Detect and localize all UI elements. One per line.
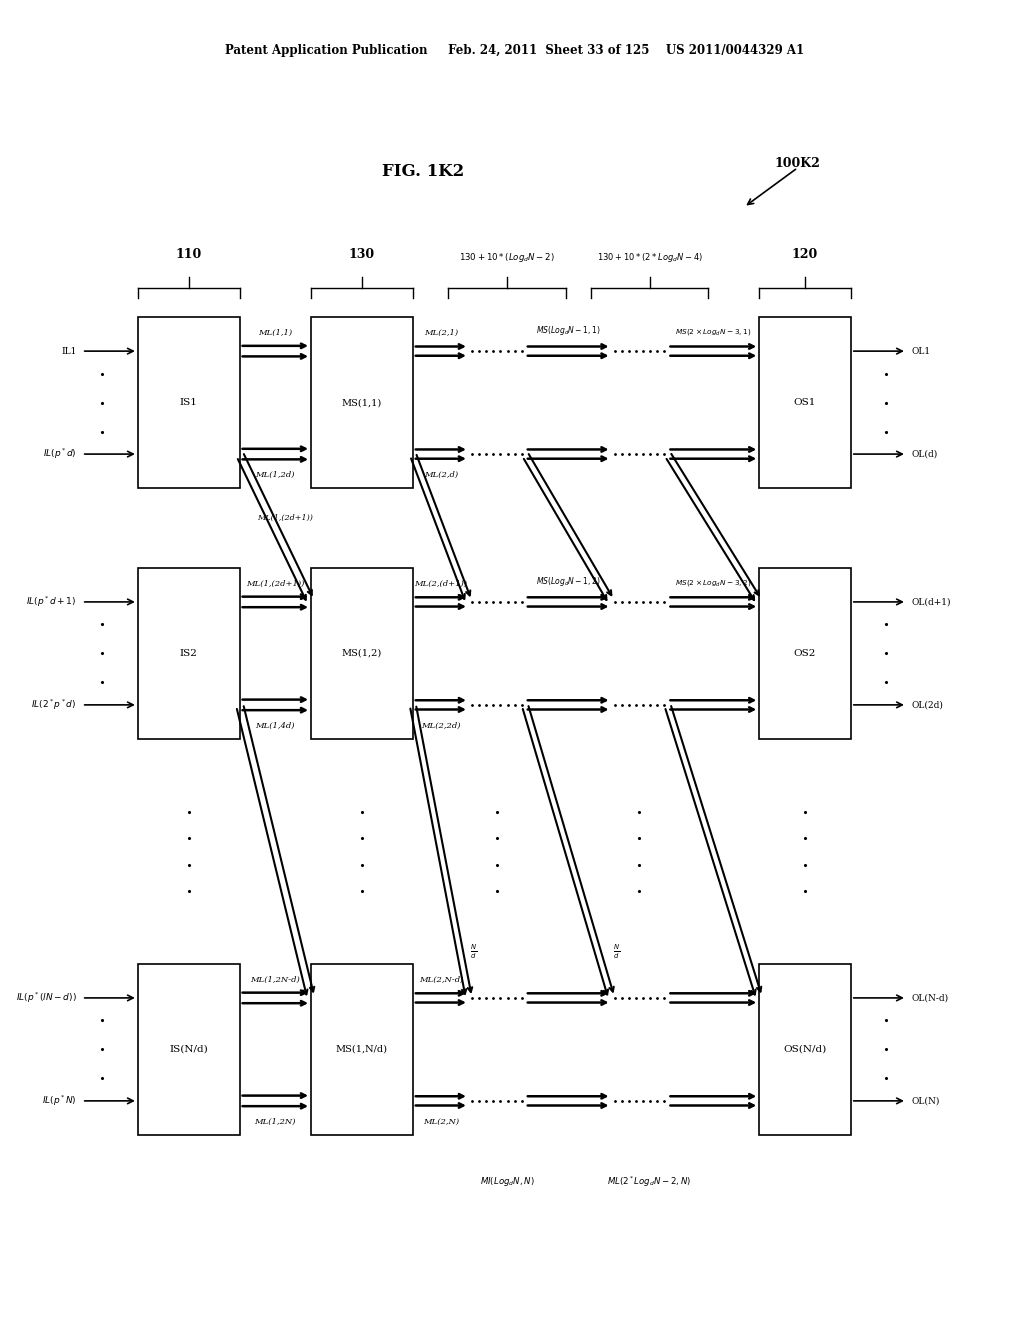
Text: $IL(p^*d)$: $IL(p^*d)$ bbox=[43, 447, 77, 461]
Text: ML(1,2N-d): ML(1,2N-d) bbox=[251, 975, 300, 983]
Text: $\frac{N}{d}$: $\frac{N}{d}$ bbox=[613, 942, 621, 961]
Text: ML(1,(2d+1)): ML(1,(2d+1)) bbox=[246, 579, 304, 587]
Text: OL(2d): OL(2d) bbox=[912, 701, 944, 709]
Text: FIG. 1K2: FIG. 1K2 bbox=[382, 164, 464, 180]
Text: $MI(Log_d N, N)$: $MI(Log_d N, N)$ bbox=[479, 1175, 535, 1188]
Text: $IL(2^*p^*d)$: $IL(2^*p^*d)$ bbox=[32, 698, 77, 711]
Text: 120: 120 bbox=[792, 248, 818, 261]
Text: IS1: IS1 bbox=[180, 399, 198, 407]
Bar bbox=[138, 964, 240, 1135]
Text: OL(N-d): OL(N-d) bbox=[912, 994, 949, 1002]
Text: ML(1,(2d+1)): ML(1,(2d+1)) bbox=[258, 513, 313, 521]
Text: ML(1,2d): ML(1,2d) bbox=[256, 471, 295, 479]
Text: $MS(Log_d N-1,2)$: $MS(Log_d N-1,2)$ bbox=[536, 576, 600, 589]
Bar bbox=[311, 964, 413, 1135]
Text: $MS(2\times Log_d N-3,2)$: $MS(2\times Log_d N-3,2)$ bbox=[675, 578, 752, 589]
Bar bbox=[311, 317, 413, 488]
Text: OL1: OL1 bbox=[912, 347, 931, 355]
Text: $ML(2^*Log_d N-2, N)$: $ML(2^*Log_d N-2, N)$ bbox=[607, 1175, 692, 1189]
Text: $IL(p^*d+1)$: $IL(p^*d+1)$ bbox=[27, 595, 77, 609]
Text: OS2: OS2 bbox=[794, 649, 816, 657]
Text: ML(1,2N): ML(1,2N) bbox=[255, 1118, 296, 1126]
Bar bbox=[311, 568, 413, 739]
Bar bbox=[759, 317, 851, 488]
Text: ML(2,N): ML(2,N) bbox=[423, 1117, 459, 1126]
Text: OS(N/d): OS(N/d) bbox=[783, 1045, 826, 1053]
Text: $MS(2\times Log_d N-3,1)$: $MS(2\times Log_d N-3,1)$ bbox=[675, 327, 752, 338]
Text: ML(2,d): ML(2,d) bbox=[424, 470, 458, 479]
Text: IS(N/d): IS(N/d) bbox=[169, 1045, 208, 1053]
Bar bbox=[759, 568, 851, 739]
Text: ML(2,(d+1)): ML(2,(d+1)) bbox=[415, 579, 467, 589]
Text: MS(1,2): MS(1,2) bbox=[342, 649, 382, 657]
Text: ML(1,4d): ML(1,4d) bbox=[256, 722, 295, 730]
Bar bbox=[759, 964, 851, 1135]
Text: IS2: IS2 bbox=[180, 649, 198, 657]
Text: $130+10*(2*Log_d N-4)$: $130+10*(2*Log_d N-4)$ bbox=[597, 251, 702, 264]
Text: ML(2,N-d): ML(2,N-d) bbox=[419, 975, 463, 985]
Text: MS(1,N/d): MS(1,N/d) bbox=[336, 1045, 388, 1053]
Bar bbox=[138, 317, 240, 488]
Bar bbox=[138, 568, 240, 739]
Text: OL(N): OL(N) bbox=[912, 1097, 940, 1105]
Text: $MS(Log_d N-1,1)$: $MS(Log_d N-1,1)$ bbox=[536, 325, 600, 338]
Text: $IL(p^*(lN-d))$: $IL(p^*(lN-d))$ bbox=[15, 991, 77, 1005]
Text: $IL(p^*N)$: $IL(p^*N)$ bbox=[42, 1094, 77, 1107]
Text: Patent Application Publication     Feb. 24, 2011  Sheet 33 of 125    US 2011/004: Patent Application Publication Feb. 24, … bbox=[225, 44, 804, 57]
Text: OS1: OS1 bbox=[794, 399, 816, 407]
Text: $\frac{N}{d}$: $\frac{N}{d}$ bbox=[470, 942, 477, 961]
Text: 130: 130 bbox=[349, 248, 375, 261]
Text: OL(d+1): OL(d+1) bbox=[912, 598, 951, 606]
Text: $130+10*(Log_d N-2)$: $130+10*(Log_d N-2)$ bbox=[459, 251, 555, 264]
Text: 110: 110 bbox=[175, 248, 202, 261]
Text: ML(1,1): ML(1,1) bbox=[258, 329, 293, 337]
Text: MS(1,1): MS(1,1) bbox=[342, 399, 382, 407]
Text: OL(d): OL(d) bbox=[912, 450, 938, 458]
Text: IL1: IL1 bbox=[61, 347, 77, 355]
Text: 100K2: 100K2 bbox=[774, 157, 820, 170]
Text: ML(2,2d): ML(2,2d) bbox=[421, 722, 461, 730]
Text: ML(2,1): ML(2,1) bbox=[424, 329, 458, 338]
